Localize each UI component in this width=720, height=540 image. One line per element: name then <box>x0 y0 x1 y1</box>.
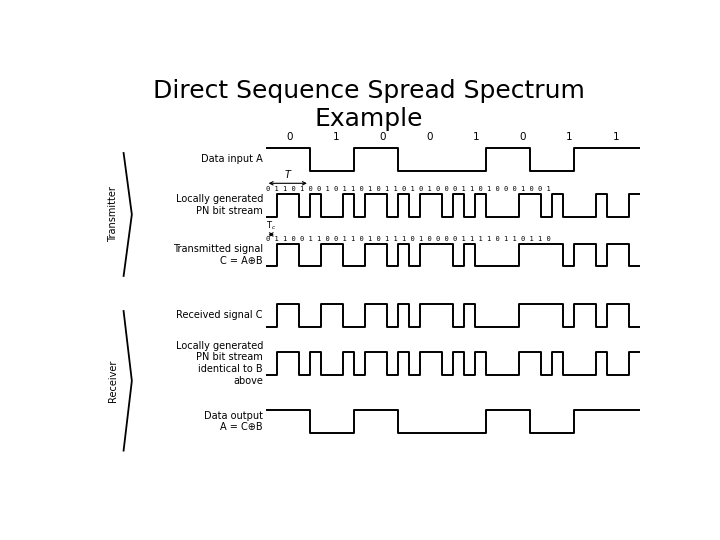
Text: 1: 1 <box>566 132 573 141</box>
Text: 0 1 1 0 0 1 1 0 0 1 1 0 1 0 1 1 1 0 1 0 0 0 0 1 1 1 1 0 1 1 0 1 1 0: 0 1 1 0 0 1 1 0 0 1 1 0 1 0 1 1 1 0 1 0 … <box>266 236 551 242</box>
Text: 0 1 1 0 1 0 0 1 0 1 1 0 1 0 1 1 0 1 0 1 0 0 0 1 1 0 1 0 0 0 1 0 0 1: 0 1 1 0 1 0 0 1 0 1 1 0 1 0 1 1 0 1 0 1 … <box>266 186 551 192</box>
Text: T: T <box>285 170 291 180</box>
Text: 1: 1 <box>473 132 480 141</box>
Text: Transmitter: Transmitter <box>109 186 118 242</box>
Text: Receiver: Receiver <box>109 360 118 402</box>
Text: Locally generated
PN bit stream
identical to B
above: Locally generated PN bit stream identica… <box>176 341 263 386</box>
Text: 1: 1 <box>613 132 620 141</box>
Text: 1: 1 <box>333 132 339 141</box>
Text: 0: 0 <box>426 132 433 141</box>
Text: Received signal C: Received signal C <box>176 310 263 320</box>
Text: Locally generated
PN bit stream: Locally generated PN bit stream <box>176 194 263 216</box>
Text: 0: 0 <box>379 132 386 141</box>
Text: 0: 0 <box>286 132 292 141</box>
Text: Data input A: Data input A <box>201 154 263 164</box>
Text: Transmitted signal
C = A⊕B: Transmitted signal C = A⊕B <box>173 244 263 266</box>
Text: Data output
A = C⊕B: Data output A = C⊕B <box>204 410 263 432</box>
Text: T$_c$: T$_c$ <box>266 219 276 232</box>
Text: Direct Sequence Spread Spectrum
Example: Direct Sequence Spread Spectrum Example <box>153 79 585 131</box>
Text: 0: 0 <box>520 132 526 141</box>
